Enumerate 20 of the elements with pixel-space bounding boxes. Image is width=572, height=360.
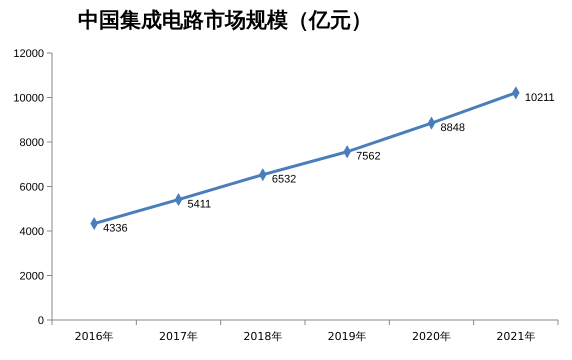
x-tick-label: 2016年 <box>74 330 114 343</box>
data-label: 6532 <box>272 174 296 186</box>
data-label: 5411 <box>188 198 212 211</box>
x-tick-label: 2017年 <box>159 330 198 343</box>
y-tick-label: 8000 <box>20 136 44 149</box>
x-tick-label: 2020年 <box>412 330 451 343</box>
data-label: 10211 <box>524 92 555 104</box>
y-tick-label: 4000 <box>20 226 44 238</box>
data-label: 4336 <box>103 222 128 235</box>
y-tick-label: 12000 <box>13 48 44 60</box>
y-tick-label: 10000 <box>13 92 44 104</box>
y-tick-label: 0 <box>38 314 44 327</box>
data-label: 7562 <box>356 150 381 163</box>
x-tick-label: 2019年 <box>328 330 367 343</box>
y-tick-label: 2000 <box>20 270 44 282</box>
x-tick-label: 2021年 <box>496 330 536 343</box>
x-tick-label: 2018年 <box>243 330 282 343</box>
y-tick-label: 6000 <box>20 181 44 194</box>
chart-title: 中国集成电路市场规模（亿元） <box>78 7 372 32</box>
data-label: 8848 <box>440 122 465 134</box>
